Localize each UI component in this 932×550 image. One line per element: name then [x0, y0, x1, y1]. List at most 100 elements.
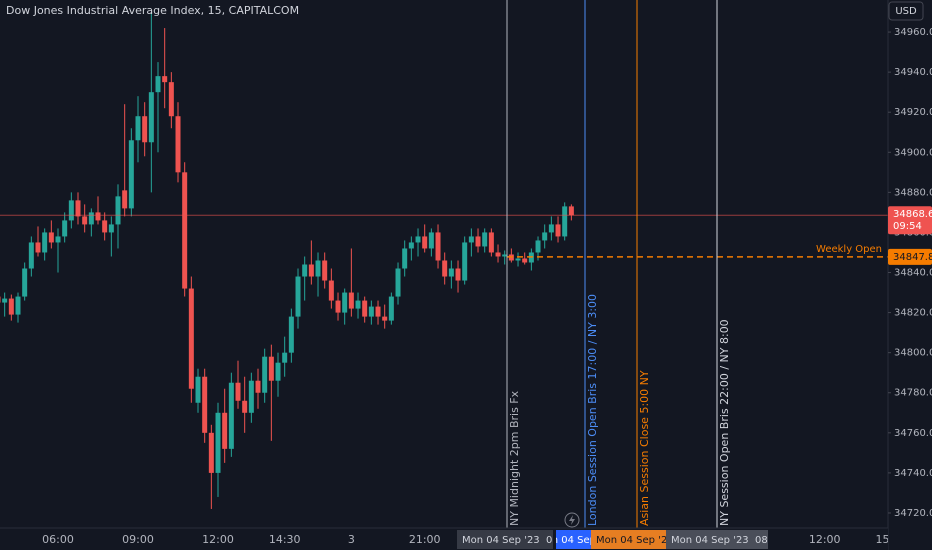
- y-tick-label: 34880.0: [894, 187, 932, 198]
- candle-body: [548, 224, 554, 233]
- candle-body: [235, 382, 241, 401]
- weekly-open-tag: [888, 248, 932, 265]
- candle-body: [22, 268, 28, 297]
- event-date: Mon 04 Sep '23: [671, 535, 749, 546]
- candle-body: [0, 296, 1, 303]
- candle-body: [88, 212, 94, 225]
- price-axis: [888, 0, 932, 550]
- candle-body: [395, 268, 401, 297]
- candle-body: [2, 298, 8, 303]
- y-tick-label: 34820.0: [894, 308, 932, 319]
- candle-body: [268, 356, 274, 381]
- event-date: Mon 04 Sep '23: [596, 535, 674, 546]
- event-time: 00:00: [546, 535, 575, 546]
- candle-body: [42, 232, 48, 253]
- y-tick-label: 34940.0: [894, 67, 932, 78]
- y-tick-label: 34900.0: [894, 147, 932, 158]
- last-price-value: 34868.6: [893, 209, 932, 220]
- candle-body: [135, 116, 141, 141]
- last-price-tag: [888, 206, 932, 235]
- candle-body: [408, 242, 414, 249]
- candle-body: [568, 206, 574, 216]
- candle-body: [102, 220, 108, 233]
- candle-body: [335, 300, 341, 313]
- candle-body: [188, 288, 194, 389]
- event-time-bg: [457, 530, 553, 549]
- candle-body: [242, 400, 248, 413]
- candle-body: [222, 412, 228, 449]
- candle-body: [422, 236, 428, 249]
- candle-body: [442, 260, 448, 277]
- candle-body: [562, 206, 568, 237]
- candle-body: [162, 76, 168, 83]
- event-time-bg: [556, 530, 591, 549]
- candle-body: [522, 258, 528, 263]
- candle-body: [208, 432, 214, 473]
- x-tick-label: 12:00: [202, 533, 234, 546]
- candle-body: [388, 296, 394, 321]
- event-time-box: Mon 04 Sep '23 08:00: [666, 530, 784, 549]
- y-tick-label: 34780.0: [894, 388, 932, 399]
- x-tick-label: 09:00: [122, 533, 154, 546]
- candle-body: [255, 380, 261, 393]
- candle-body: [35, 242, 41, 253]
- chart-title: Dow Jones Industrial Average Index, 15, …: [6, 4, 299, 17]
- currency-button[interactable]: [888, 1, 924, 21]
- event-label: NY Session Open Bris 22:00 / NY 8:00: [718, 319, 731, 526]
- y-tick-label: 34800.0: [894, 348, 932, 359]
- candle-body: [415, 236, 421, 243]
- event-time: 08:00: [755, 535, 784, 546]
- event-time-bg: [666, 530, 768, 549]
- y-tick-label: 34920.0: [894, 107, 932, 118]
- x-tick-label: 21:00: [409, 533, 441, 546]
- candle-body: [82, 216, 88, 225]
- candle-body: [122, 190, 128, 209]
- y-tick-label: 34840.0: [894, 268, 932, 279]
- candle-body: [215, 412, 221, 473]
- event-time-box: Mon 04 Sep '23 00:00: [457, 530, 575, 549]
- event-time-box: Mon 04 Sep '2303:00: [537, 530, 615, 549]
- candle-body: [175, 116, 181, 173]
- candle-body: [362, 300, 368, 317]
- weekly-open-value: 34847.8: [893, 252, 932, 263]
- candle-body: [435, 232, 441, 261]
- candle-body: [262, 356, 268, 393]
- candle-body: [148, 92, 154, 143]
- countdown: 09:54: [893, 221, 922, 232]
- candle-body: [542, 232, 548, 241]
- candle-body: [428, 232, 434, 249]
- plot-area: Weekly Open NY Midnight 2pm Bris Fx London…: [0, 0, 888, 528]
- candle-body: [382, 316, 388, 321]
- candle-body: [502, 254, 508, 257]
- x-tick-label: 12:00: [809, 533, 841, 546]
- y-tick-label: 34740.0: [894, 468, 932, 479]
- candle-body: [95, 212, 101, 221]
- candle-body: [115, 196, 121, 225]
- weekly-open-label: Weekly Open: [816, 244, 882, 255]
- candle-body: [368, 306, 374, 317]
- currency-label[interactable]: USD: [895, 6, 917, 17]
- candle-body: [355, 300, 361, 309]
- time-labels: 06:00 09:00 12:00 14:30 3 21:00 12:00 15:00: [42, 533, 908, 546]
- candle-body: [308, 264, 314, 277]
- candle-body: [468, 236, 474, 243]
- candle-body: [555, 224, 561, 237]
- event-date: Mon 04 Sep '23: [462, 535, 540, 546]
- candle-body: [328, 280, 334, 301]
- event-time-bg: [591, 530, 666, 549]
- candle-body: [482, 232, 488, 247]
- event-date: Mon 04 Sep '23: [537, 535, 615, 546]
- candle-body: [142, 116, 148, 143]
- candle-body: [128, 140, 134, 209]
- candle-body: [168, 82, 174, 117]
- candle-body: [402, 248, 408, 269]
- candle-body: [342, 292, 348, 313]
- candle-body: [295, 276, 301, 317]
- candle-body: [202, 376, 208, 433]
- candle-body: [315, 260, 321, 277]
- candle-body: [448, 268, 454, 277]
- event-label: NY Midnight 2pm Bris Fx: [508, 390, 521, 526]
- candle-body: [455, 268, 461, 281]
- x-tick-label: 15:00: [876, 533, 908, 546]
